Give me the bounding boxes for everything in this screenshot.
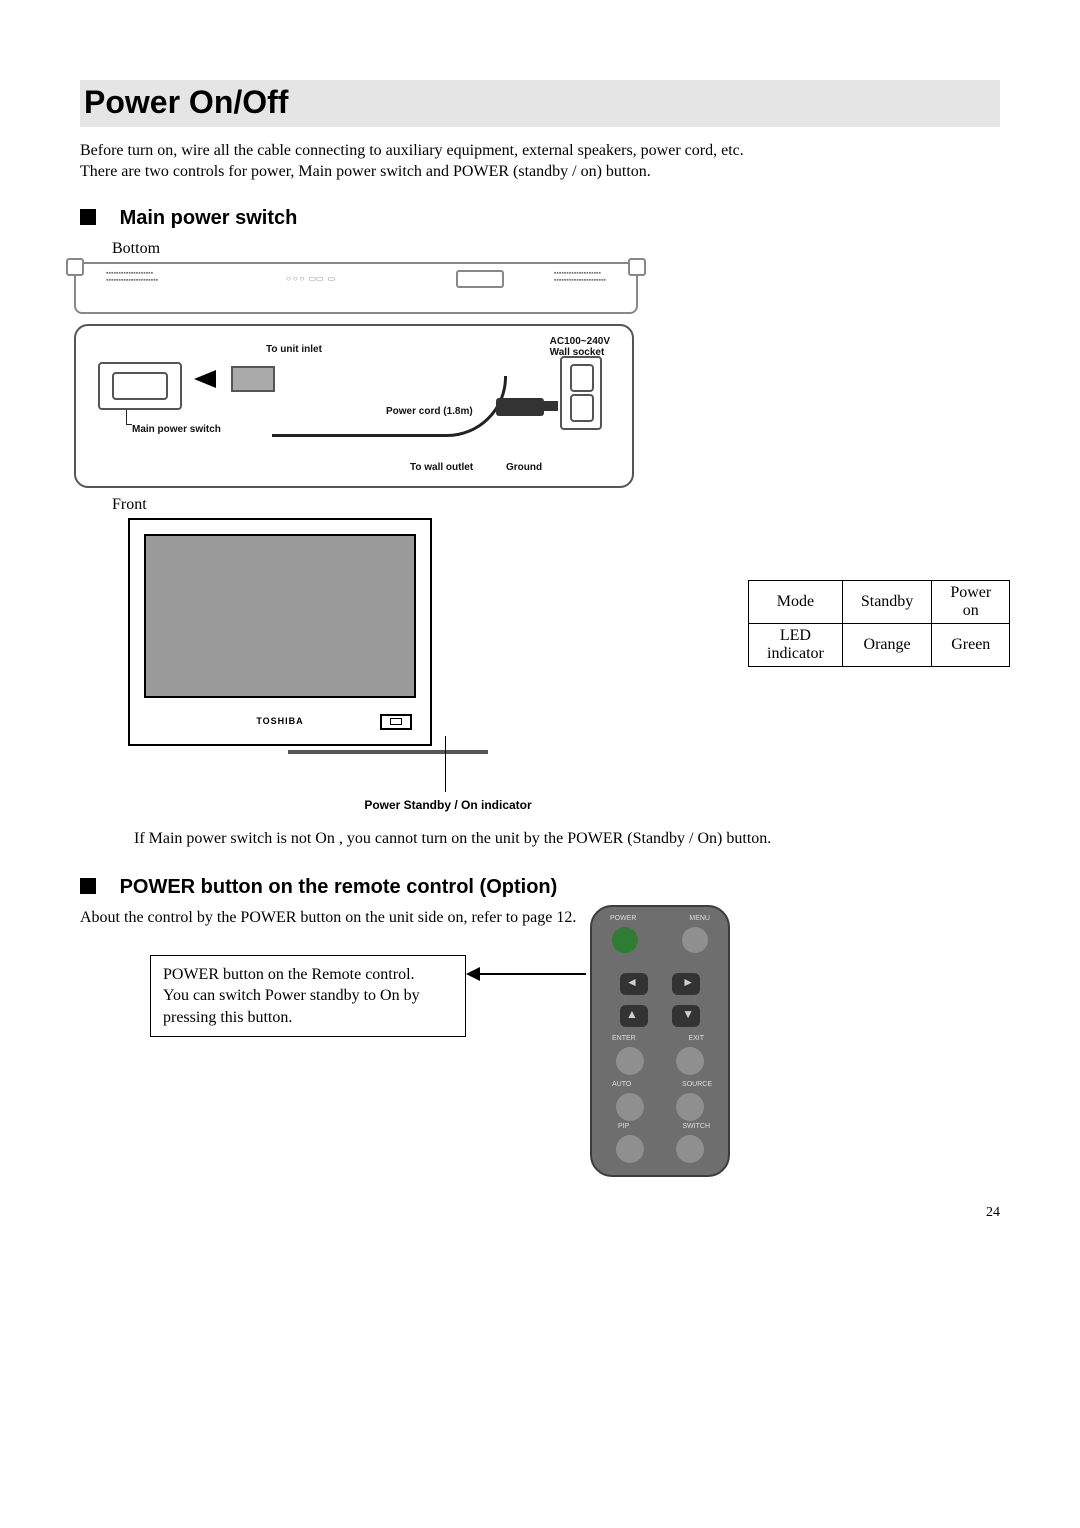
label-front: Front bbox=[112, 496, 1000, 514]
wall-plug-drawing bbox=[496, 398, 544, 416]
intro-text: Before turn on, wire all the cable conne… bbox=[80, 141, 1000, 183]
brand-logo: TOSHIBA bbox=[256, 716, 303, 726]
main-power-switch-drawing bbox=[98, 362, 182, 410]
remote-auto-button bbox=[616, 1093, 644, 1121]
label-wall-socket-2: Wall socket bbox=[550, 347, 605, 358]
table-row: Mode Standby Power on bbox=[749, 580, 1010, 623]
label-ground: Ground bbox=[506, 462, 542, 473]
wall-socket-drawing bbox=[560, 356, 602, 430]
remote-label-power: POWER bbox=[610, 915, 636, 922]
monitor-stand bbox=[288, 750, 488, 754]
led-indicator-drawing bbox=[380, 714, 412, 730]
main-switch-note: If Main power switch is not On , you can… bbox=[134, 830, 1000, 848]
arrow-to-inlet-icon bbox=[194, 370, 216, 388]
page-title-bar: Power On/Off bbox=[80, 80, 1000, 127]
monitor-screen bbox=[144, 534, 416, 698]
panel-ports: ○ ○ ○ ▭▭ ▭ bbox=[286, 274, 335, 283]
remote-control-drawing: POWER MENU ◄ ► ▲ ▼ ENTER EXIT AUTO SOURC… bbox=[590, 905, 730, 1177]
remote-label-source: SOURCE bbox=[682, 1081, 712, 1088]
callout-line-2: You can switch Power standby to On by bbox=[163, 987, 420, 1004]
chevron-up-icon: ▲ bbox=[626, 1007, 638, 1022]
panel-ear-left bbox=[66, 258, 84, 276]
section2-heading: POWER button on the remote control (Opti… bbox=[120, 876, 558, 898]
panel-inlet-slot bbox=[456, 270, 504, 288]
callout-line-1: POWER button on the Remote control. bbox=[163, 966, 415, 983]
label-to-unit-inlet: To unit inlet bbox=[266, 344, 322, 355]
panel-vent-left: ▪▪▪▪▪▪▪▪▪▪▪▪▪▪▪▪▪▪▪▪▪▪▪▪▪▪▪▪▪▪▪▪▪▪▪▪▪▪▪▪ bbox=[106, 270, 158, 284]
label-main-power-switch: Main power switch bbox=[132, 424, 221, 435]
chevron-right-icon: ► bbox=[682, 975, 694, 990]
chevron-down-icon: ▼ bbox=[682, 1007, 694, 1022]
cell-poweron-header: Power on bbox=[932, 580, 1010, 623]
chevron-left-icon: ◄ bbox=[626, 975, 638, 990]
remote-callout-box: POWER button on the Remote control. You … bbox=[150, 955, 466, 1038]
remote-label-menu: MENU bbox=[689, 915, 710, 922]
remote-label-exit: EXIT bbox=[688, 1035, 704, 1042]
cell-led-standby: Orange bbox=[842, 623, 931, 666]
front-diagram-row: TOSHIBA Power Standby / On indicator Mod… bbox=[80, 518, 1000, 812]
cell-led-poweron: Green bbox=[932, 623, 1010, 666]
remote-label-auto: AUTO bbox=[612, 1081, 631, 1088]
table-row: LED indicator Orange Green bbox=[749, 623, 1010, 666]
led-mode-table: Mode Standby Power on LED indicator Oran… bbox=[748, 580, 1010, 667]
diagram-bottom-panel: ▪▪▪▪▪▪▪▪▪▪▪▪▪▪▪▪▪▪▪▪▪▪▪▪▪▪▪▪▪▪▪▪▪▪▪▪▪▪▪▪… bbox=[74, 262, 1000, 488]
bottom-panel-outline: ▪▪▪▪▪▪▪▪▪▪▪▪▪▪▪▪▪▪▪▪▪▪▪▪▪▪▪▪▪▪▪▪▪▪▪▪▪▪▪▪… bbox=[74, 262, 638, 314]
unit-plug-drawing bbox=[231, 366, 275, 392]
label-power-indicator: Power Standby / On indicator bbox=[248, 798, 648, 812]
remote-power-button bbox=[612, 927, 638, 953]
remote-label-switch: SWITCH bbox=[682, 1123, 710, 1130]
label-wall-socket-1: AC100~240V bbox=[550, 336, 610, 347]
intro-line-2: There are two controls for power, Main p… bbox=[80, 163, 651, 180]
bullet-icon bbox=[80, 878, 96, 894]
panel-ear-right bbox=[628, 258, 646, 276]
remote-switch-button bbox=[676, 1135, 704, 1163]
remote-exit-button bbox=[676, 1047, 704, 1075]
section-main-power-switch: Main power switch bbox=[80, 207, 1000, 230]
section-power-button-remote: POWER button on the remote control (Opti… bbox=[80, 876, 1000, 899]
label-power-cord: Power cord (1.8m) bbox=[386, 406, 473, 417]
intro-line-1: Before turn on, wire all the cable conne… bbox=[80, 142, 744, 159]
cell-standby-header: Standby bbox=[842, 580, 931, 623]
label-bottom: Bottom bbox=[112, 240, 1000, 258]
page-title: Power On/Off bbox=[84, 84, 1000, 121]
remote-label-enter: ENTER bbox=[612, 1035, 636, 1042]
front-monitor-wrap: TOSHIBA Power Standby / On indicator bbox=[128, 518, 648, 812]
remote-source-button bbox=[676, 1093, 704, 1121]
panel-vent-right: ▪▪▪▪▪▪▪▪▪▪▪▪▪▪▪▪▪▪▪▪▪▪▪▪▪▪▪▪▪▪▪▪▪▪▪▪▪▪▪▪ bbox=[554, 270, 606, 284]
remote-pip-button bbox=[616, 1135, 644, 1163]
section2-subtext: About the control by the POWER button on… bbox=[80, 909, 1000, 927]
cell-mode-header: Mode bbox=[749, 580, 843, 623]
remote-enter-button bbox=[616, 1047, 644, 1075]
leader-line bbox=[445, 736, 446, 792]
label-to-wall-outlet: To wall outlet bbox=[410, 462, 473, 473]
bullet-icon bbox=[80, 209, 96, 225]
section1-heading: Main power switch bbox=[120, 207, 298, 229]
label-wall-socket: AC100~240V Wall socket bbox=[550, 336, 610, 358]
remote-diagram-row: POWER button on the Remote control. You … bbox=[80, 937, 1000, 1197]
page-number: 24 bbox=[80, 1205, 1000, 1221]
remote-menu-button bbox=[682, 927, 708, 953]
callout-line-3: pressing this button. bbox=[163, 1009, 292, 1026]
monitor-outline: TOSHIBA bbox=[128, 518, 432, 746]
arrow-to-remote-icon bbox=[468, 973, 586, 975]
diagram-power-wiring: To unit inlet AC100~240V Wall socket Pow… bbox=[74, 324, 634, 488]
leader-line bbox=[126, 410, 127, 424]
cell-led-label: LED indicator bbox=[749, 623, 843, 666]
remote-label-pip: PIP bbox=[618, 1123, 629, 1130]
